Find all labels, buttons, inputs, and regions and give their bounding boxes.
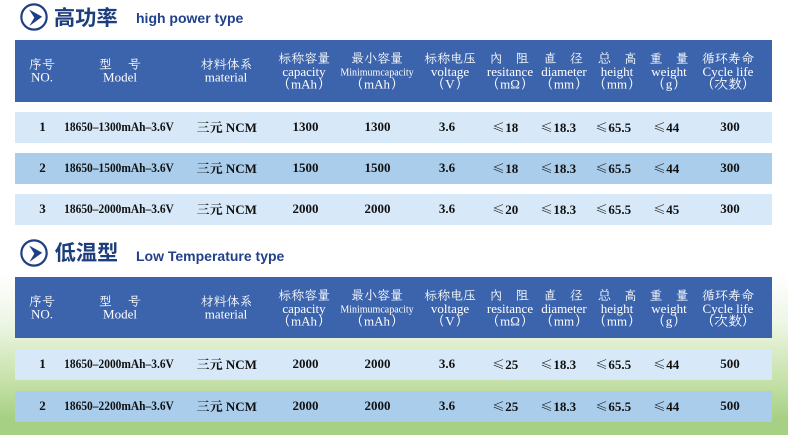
svg-text:voltage: voltage <box>430 301 468 316</box>
svg-text:V: V <box>445 314 455 329</box>
svg-text:18.3: 18.3 <box>553 161 576 176</box>
svg-text:Minimumcapacity: Minimumcapacity <box>340 305 413 316</box>
svg-text:Minimumcapacity: Minimumcapacity <box>340 68 413 79</box>
svg-text:resitance: resitance <box>486 64 532 79</box>
svg-text:weight: weight <box>651 301 687 316</box>
svg-text:Model: Model <box>103 70 137 85</box>
svg-text:NO.: NO. <box>31 70 53 85</box>
svg-text:g: g <box>665 314 672 329</box>
svg-text:18: 18 <box>505 161 518 176</box>
svg-text:NCM: NCM <box>226 399 257 414</box>
svg-text:mAh: mAh <box>364 314 391 329</box>
svg-text:height: height <box>601 64 634 79</box>
svg-text:44: 44 <box>666 120 680 135</box>
svg-text:material: material <box>205 307 248 322</box>
svg-text:Cycle life: Cycle life <box>702 64 753 79</box>
svg-text:mm: mm <box>553 77 573 92</box>
svg-text:65.5: 65.5 <box>608 161 631 176</box>
svg-text:mm: mm <box>607 77 627 92</box>
svg-text:18.3: 18.3 <box>553 120 576 135</box>
svg-text:44: 44 <box>666 399 680 414</box>
svg-text:NCM: NCM <box>226 357 257 372</box>
svg-text:25: 25 <box>505 357 518 372</box>
svg-text:diameter: diameter <box>541 301 587 316</box>
svg-text:mAh: mAh <box>291 314 318 329</box>
svg-text:NCM: NCM <box>226 161 257 176</box>
svg-text:NCM: NCM <box>226 120 257 135</box>
svg-text:height: height <box>601 301 634 316</box>
svg-text:65.5: 65.5 <box>608 357 631 372</box>
svg-text:V: V <box>445 77 455 92</box>
svg-text:25: 25 <box>505 399 518 414</box>
svg-text:mAh: mAh <box>364 77 391 92</box>
svg-text:44: 44 <box>666 161 680 176</box>
svg-text:mAh: mAh <box>291 77 318 92</box>
svg-text:65.5: 65.5 <box>608 120 631 135</box>
svg-text:65.5: 65.5 <box>608 399 631 414</box>
svg-text:20: 20 <box>505 202 518 217</box>
svg-text:diameter: diameter <box>541 64 587 79</box>
svg-text:Cycle life: Cycle life <box>702 301 753 316</box>
svg-text:18: 18 <box>505 120 518 135</box>
svg-text:mm: mm <box>607 314 627 329</box>
svg-text:capacity: capacity <box>282 301 326 316</box>
svg-text:44: 44 <box>666 357 680 372</box>
svg-text:capacity: capacity <box>282 64 326 79</box>
svg-text:18.3: 18.3 <box>553 399 576 414</box>
svg-text:g: g <box>665 77 672 92</box>
svg-text:mΩ: mΩ <box>500 314 520 329</box>
svg-text:Model: Model <box>103 307 137 322</box>
svg-text:resitance: resitance <box>486 301 532 316</box>
svg-text:voltage: voltage <box>430 64 468 79</box>
svg-text:mΩ: mΩ <box>500 77 520 92</box>
svg-text:65.5: 65.5 <box>608 202 631 217</box>
svg-text:weight: weight <box>651 64 687 79</box>
svg-text:NCM: NCM <box>226 202 257 217</box>
svg-text:45: 45 <box>666 202 680 217</box>
svg-text:NO.: NO. <box>31 307 53 322</box>
svg-text:mm: mm <box>553 314 573 329</box>
svg-text:18.3: 18.3 <box>553 202 576 217</box>
svg-text:material: material <box>205 70 248 85</box>
svg-text:18.3: 18.3 <box>553 357 576 372</box>
